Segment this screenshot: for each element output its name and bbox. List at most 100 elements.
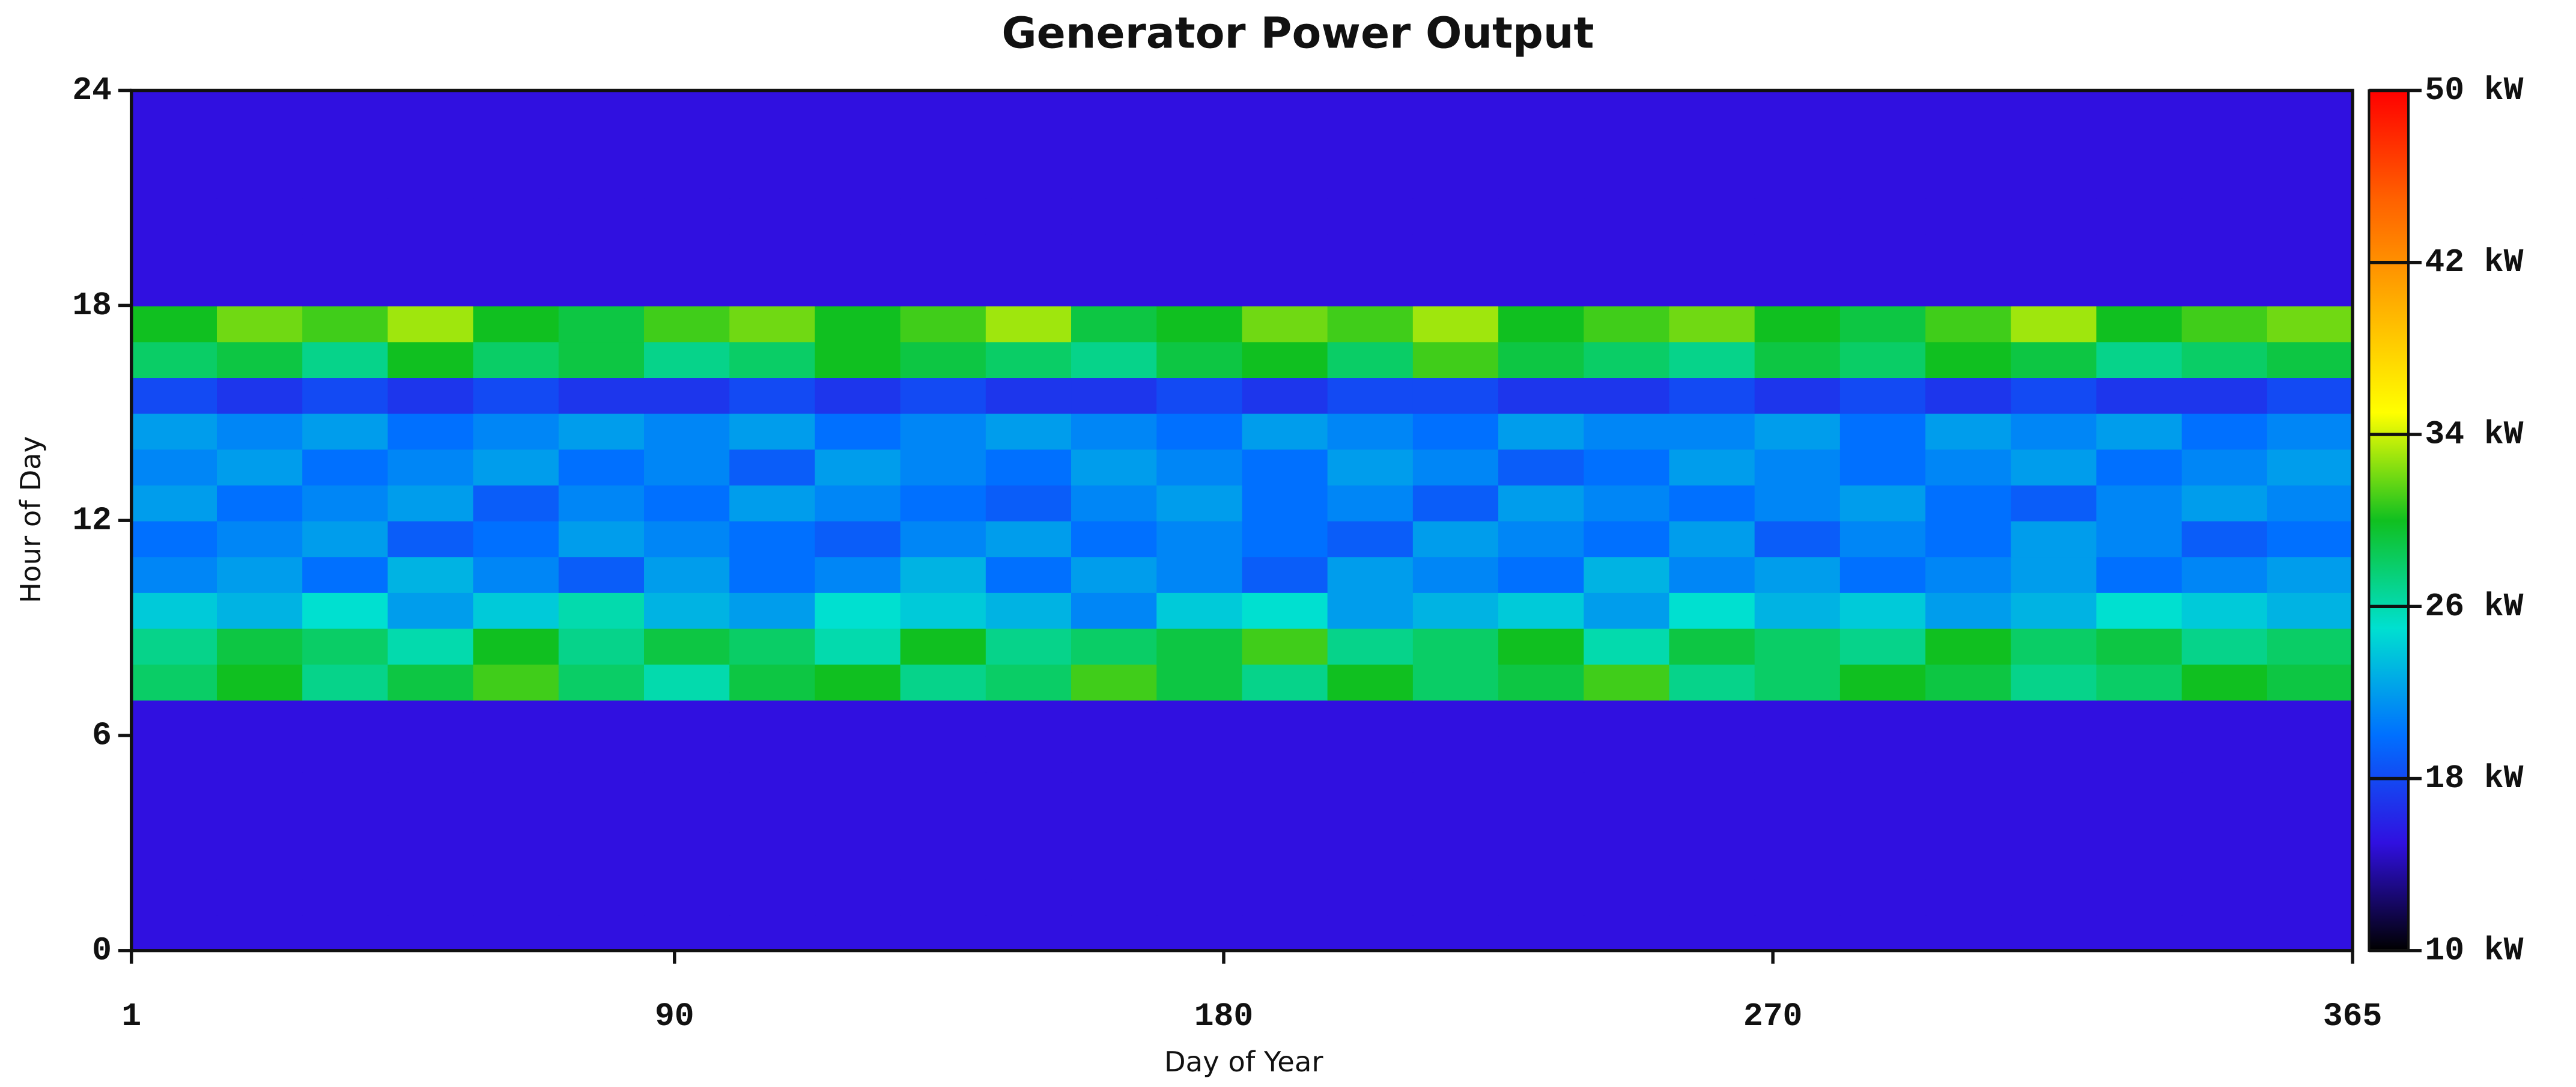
heat-cell	[387, 771, 474, 808]
heat-cell	[729, 556, 816, 593]
heat-cell	[2181, 771, 2268, 808]
heat-cell	[1071, 520, 1158, 558]
heat-cell	[729, 377, 816, 414]
heat-cell	[1754, 162, 1841, 199]
heat-cell	[1584, 878, 1670, 916]
heat-cell	[1925, 807, 2012, 844]
heat-cell	[302, 305, 389, 343]
heat-cell	[1498, 198, 1585, 235]
heat-cell	[2267, 341, 2354, 378]
heat-cell	[1925, 305, 2012, 343]
heat-cell	[2181, 448, 2268, 486]
heat-cell	[302, 556, 389, 593]
heat-cell	[2011, 915, 2097, 952]
heat-cell	[387, 556, 474, 593]
heat-cell	[1412, 520, 1499, 558]
heat-cell	[1584, 520, 1670, 558]
heat-cell	[1071, 735, 1158, 773]
heat-cell	[473, 771, 560, 808]
heat-cell	[473, 162, 560, 199]
heat-cell	[1498, 90, 1585, 127]
heat-cell	[1242, 90, 1328, 127]
heat-cell	[1839, 699, 1927, 737]
heat-cell	[2096, 198, 2183, 235]
heat-cell	[815, 198, 901, 235]
heat-cell	[1839, 878, 1927, 916]
heat-cell	[302, 234, 389, 271]
heat-cell	[131, 305, 218, 343]
heat-cell	[2181, 234, 2268, 271]
heat-cell	[1754, 90, 1841, 127]
heat-cell	[900, 234, 987, 271]
heat-cell	[644, 234, 731, 271]
heat-cell	[2096, 269, 2183, 306]
heat-cell	[1669, 771, 1756, 808]
heat-cell	[1242, 807, 1328, 844]
heat-cell	[1242, 556, 1328, 593]
heat-cell	[815, 592, 901, 629]
heat-cell	[985, 90, 1072, 127]
heat-cell	[1327, 878, 1414, 916]
heat-cell	[2096, 915, 2183, 952]
heat-cell	[473, 915, 560, 952]
heat-cell	[1242, 448, 1328, 486]
heat-cell	[900, 878, 987, 916]
heat-cell	[1071, 484, 1158, 522]
heat-cell	[1071, 341, 1158, 378]
heat-cell	[2011, 198, 2097, 235]
heat-cell	[131, 663, 218, 701]
heat-cell	[1242, 377, 1328, 414]
heat-cell	[2011, 305, 2097, 343]
heat-cell	[2267, 269, 2354, 306]
heat-cell	[2267, 807, 2354, 844]
heat-cell	[2096, 592, 2183, 629]
heat-cell	[644, 699, 731, 737]
heat-cell	[1327, 305, 1414, 343]
heat-cell	[900, 341, 987, 378]
heat-cell	[2096, 520, 2183, 558]
heat-cell	[558, 269, 645, 306]
heat-cell	[900, 126, 987, 163]
heat-cell	[302, 162, 389, 199]
heat-cell	[302, 915, 389, 952]
heat-cell	[815, 556, 901, 593]
heat-cell	[1925, 341, 2012, 378]
heat-cell	[1925, 520, 2012, 558]
heat-cell	[644, 915, 731, 952]
heat-cell	[558, 341, 645, 378]
heat-cell	[1498, 592, 1585, 629]
heat-cell	[387, 269, 474, 306]
heat-cell	[1156, 198, 1243, 235]
colorbar-tick-label: 18 kW	[2425, 760, 2523, 797]
heat-cell	[2181, 628, 2268, 665]
heat-cell	[2181, 198, 2268, 235]
heat-cell	[729, 735, 816, 773]
heat-cell	[729, 198, 816, 235]
heat-cell	[815, 520, 901, 558]
heat-cell	[387, 878, 474, 916]
heat-cell	[644, 771, 731, 808]
heat-cell	[473, 234, 560, 271]
heat-cell	[1669, 305, 1756, 343]
heat-cell	[1839, 198, 1927, 235]
heat-cell	[131, 413, 218, 450]
heat-cell	[1071, 663, 1158, 701]
heat-cell	[2011, 90, 2097, 127]
heat-cell	[1839, 520, 1927, 558]
heat-cell	[1412, 663, 1499, 701]
heat-cell	[1071, 699, 1158, 737]
heat-cell	[985, 341, 1072, 378]
heat-cell	[558, 234, 645, 271]
heat-cell	[302, 771, 389, 808]
heat-cell	[729, 90, 816, 127]
heat-cell	[216, 413, 303, 450]
heat-cell	[815, 842, 901, 880]
heat-cell	[1584, 413, 1670, 450]
heat-cell	[558, 628, 645, 665]
heat-cell	[216, 556, 303, 593]
heat-cell	[900, 735, 987, 773]
heat-cell	[2181, 699, 2268, 737]
heat-cell	[1498, 628, 1585, 665]
heat-cell	[1754, 592, 1841, 629]
heat-cell	[302, 735, 389, 773]
